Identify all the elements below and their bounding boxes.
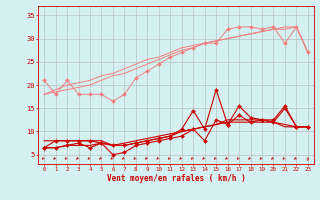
X-axis label: Vent moyen/en rafales ( km/h ): Vent moyen/en rafales ( km/h ) — [107, 174, 245, 183]
